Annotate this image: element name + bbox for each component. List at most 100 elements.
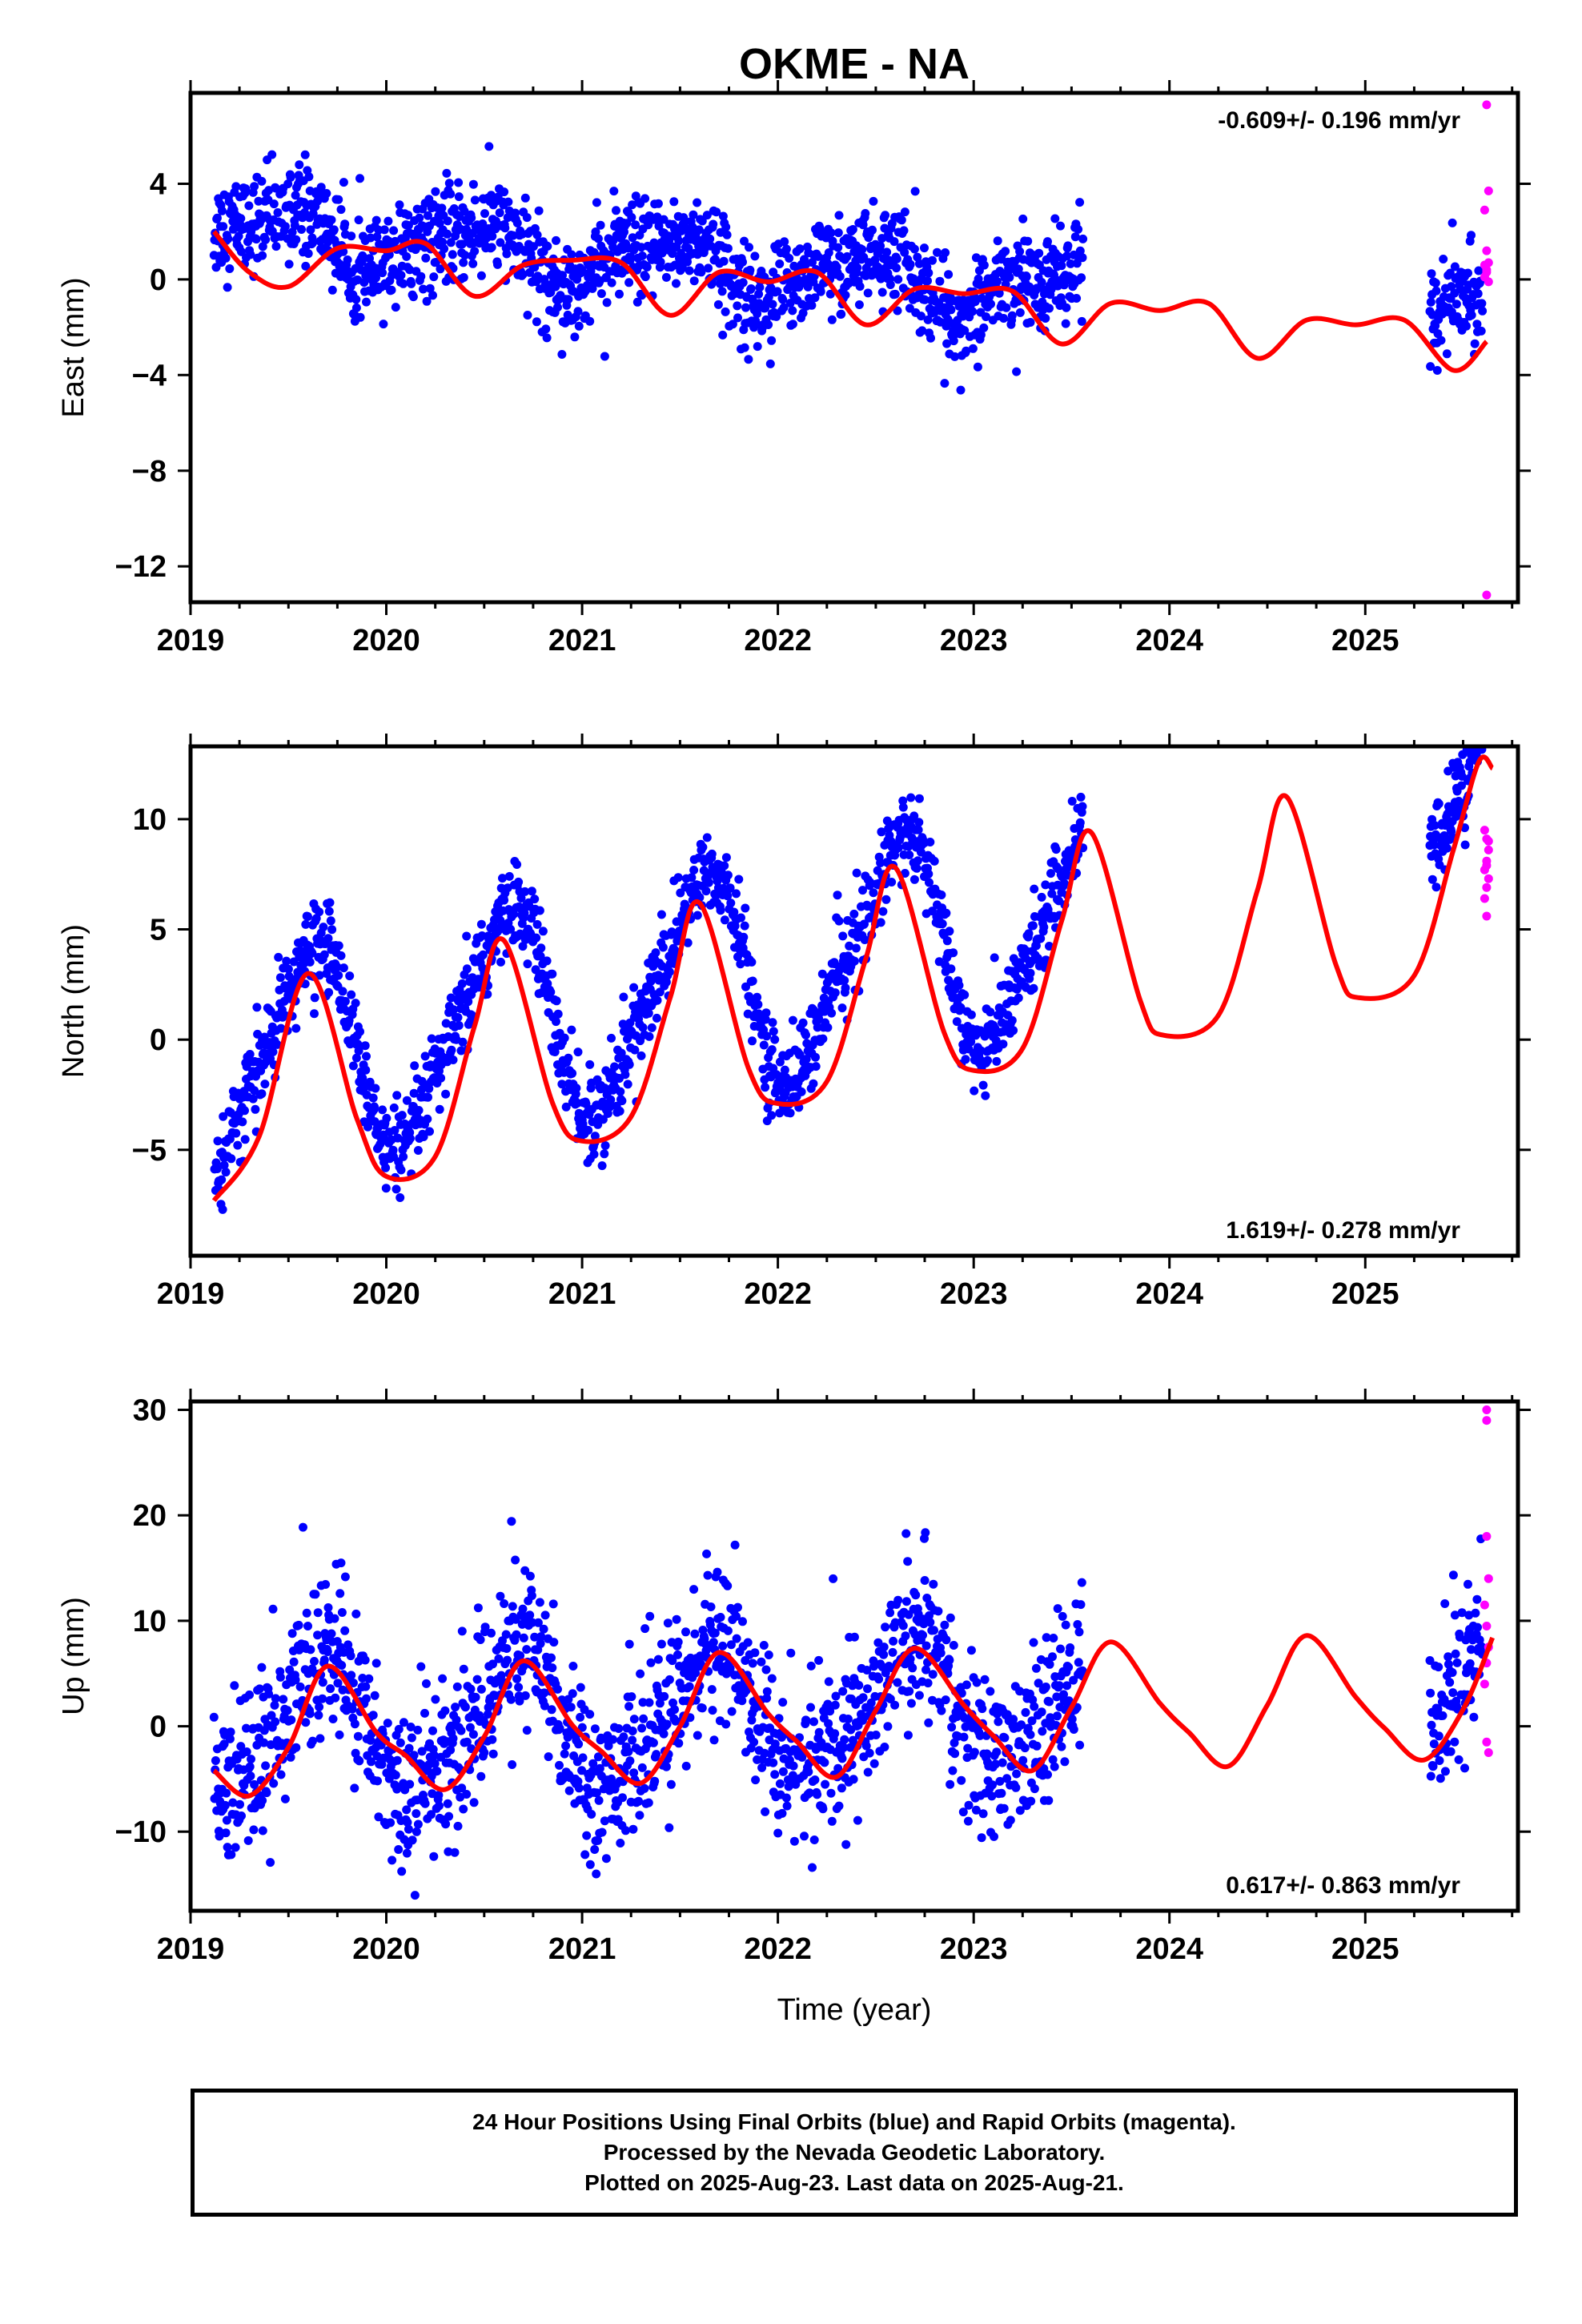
final-orbit-point bbox=[561, 1741, 571, 1751]
final-orbit-point bbox=[1060, 1757, 1070, 1767]
final-orbit-point bbox=[733, 313, 742, 323]
final-orbit-point bbox=[738, 257, 747, 267]
final-orbit-point bbox=[913, 856, 922, 866]
final-orbit-point bbox=[506, 1695, 516, 1704]
final-orbit-point bbox=[705, 234, 715, 243]
final-orbit-point bbox=[762, 1031, 772, 1041]
final-orbit-point bbox=[1077, 273, 1086, 283]
final-orbit-point bbox=[906, 1699, 916, 1708]
final-orbit-point bbox=[992, 1747, 1002, 1757]
final-orbit-point bbox=[909, 244, 919, 254]
final-orbit-point bbox=[358, 251, 367, 260]
final-orbit-point bbox=[240, 1106, 249, 1116]
final-orbit-point bbox=[585, 1059, 595, 1069]
final-orbit-point bbox=[622, 219, 632, 228]
final-orbit-point bbox=[419, 1132, 428, 1141]
final-orbit-point bbox=[315, 971, 324, 980]
final-orbit-point bbox=[209, 1712, 219, 1722]
final-orbit-point bbox=[572, 1084, 581, 1093]
final-orbit-point bbox=[464, 997, 473, 1007]
final-orbit-point bbox=[818, 1804, 828, 1814]
final-orbit-point bbox=[574, 1783, 584, 1793]
final-orbit-point bbox=[441, 1819, 451, 1829]
final-orbit-point bbox=[1007, 1015, 1017, 1025]
final-orbit-point bbox=[1472, 320, 1482, 329]
final-orbit-point bbox=[994, 1717, 1003, 1727]
final-orbit-point bbox=[1032, 1741, 1042, 1751]
final-orbit-point bbox=[498, 874, 507, 883]
final-orbit-point bbox=[1434, 1731, 1443, 1741]
final-orbit-point bbox=[347, 231, 356, 241]
final-orbit-point bbox=[1467, 311, 1476, 320]
final-orbit-point bbox=[1434, 1663, 1443, 1672]
final-orbit-point bbox=[1434, 799, 1443, 809]
rapid-orbit-point bbox=[1484, 277, 1493, 287]
final-orbit-point bbox=[1041, 314, 1050, 323]
final-orbit-point bbox=[755, 283, 765, 292]
final-orbit-point bbox=[669, 1698, 677, 1707]
final-orbit-point bbox=[987, 1791, 997, 1801]
final-orbit-point bbox=[484, 142, 494, 151]
x-tick-label: 2025 bbox=[1331, 624, 1399, 657]
final-orbit-point bbox=[512, 860, 522, 869]
final-orbit-point bbox=[508, 231, 518, 240]
final-orbit-point bbox=[740, 236, 749, 246]
final-orbit-point bbox=[1078, 253, 1087, 263]
final-orbit-point bbox=[995, 1776, 1005, 1786]
final-orbit-point bbox=[721, 307, 730, 316]
final-orbit-point bbox=[566, 1703, 576, 1712]
final-orbit-point bbox=[1064, 1663, 1074, 1672]
final-orbit-point bbox=[394, 1845, 404, 1854]
final-orbit-point bbox=[307, 948, 317, 958]
final-orbit-point bbox=[1076, 792, 1086, 802]
final-orbit-point bbox=[222, 1815, 231, 1825]
final-orbit-point bbox=[751, 1775, 761, 1785]
final-orbit-point bbox=[636, 1051, 646, 1060]
final-orbit-point bbox=[991, 1035, 1001, 1045]
final-orbit-point bbox=[764, 1651, 773, 1659]
final-orbit-point bbox=[877, 287, 887, 297]
final-orbit-point bbox=[396, 1738, 405, 1747]
rapid-orbit-point bbox=[1482, 861, 1492, 870]
final-orbit-point bbox=[949, 1641, 958, 1650]
final-orbit-point bbox=[833, 891, 842, 900]
final-orbit-point bbox=[496, 238, 505, 247]
final-orbit-point bbox=[609, 187, 619, 196]
final-orbit-point bbox=[607, 1033, 616, 1043]
final-orbit-point bbox=[1465, 1659, 1475, 1668]
final-orbit-point bbox=[775, 1779, 785, 1788]
final-orbit-point bbox=[749, 1737, 759, 1747]
final-orbit-point bbox=[444, 179, 454, 188]
final-orbit-point bbox=[778, 1767, 788, 1776]
final-orbit-point bbox=[696, 1659, 705, 1669]
final-orbit-point bbox=[1425, 1656, 1435, 1665]
final-orbit-point bbox=[1047, 889, 1057, 899]
final-orbit-point bbox=[448, 1734, 458, 1743]
final-orbit-point bbox=[825, 1707, 835, 1716]
final-orbit-point bbox=[577, 1723, 587, 1732]
x-tick-label: 2019 bbox=[157, 1277, 225, 1311]
final-orbit-point bbox=[514, 1683, 524, 1692]
x-tick-label: 2021 bbox=[548, 624, 616, 657]
panel-east: 2019 2020 2021 2022 2023 2024 2025−12−8−404Eas… bbox=[57, 80, 1531, 657]
final-orbit-point bbox=[504, 197, 513, 207]
final-orbit-point bbox=[340, 219, 350, 229]
y-tick-label: −4 bbox=[132, 359, 167, 392]
final-orbit-point bbox=[337, 1608, 347, 1617]
final-orbit-point bbox=[745, 265, 755, 275]
final-orbit-point bbox=[459, 273, 468, 282]
final-orbit-point bbox=[1472, 737, 1481, 746]
final-orbit-point bbox=[824, 1719, 833, 1728]
final-orbit-point bbox=[923, 1679, 933, 1688]
final-orbit-point bbox=[937, 1706, 946, 1715]
final-orbit-point bbox=[404, 1743, 414, 1753]
final-orbit-point bbox=[501, 1630, 511, 1639]
final-orbit-point bbox=[236, 1742, 246, 1751]
final-orbit-point bbox=[582, 1831, 592, 1840]
final-orbit-point bbox=[685, 1682, 694, 1691]
final-orbit-point bbox=[1447, 1668, 1457, 1677]
final-orbit-point bbox=[252, 1003, 262, 1012]
final-orbit-point bbox=[994, 288, 1004, 298]
final-orbit-point bbox=[1062, 1681, 1072, 1691]
final-orbit-point bbox=[567, 1025, 576, 1035]
